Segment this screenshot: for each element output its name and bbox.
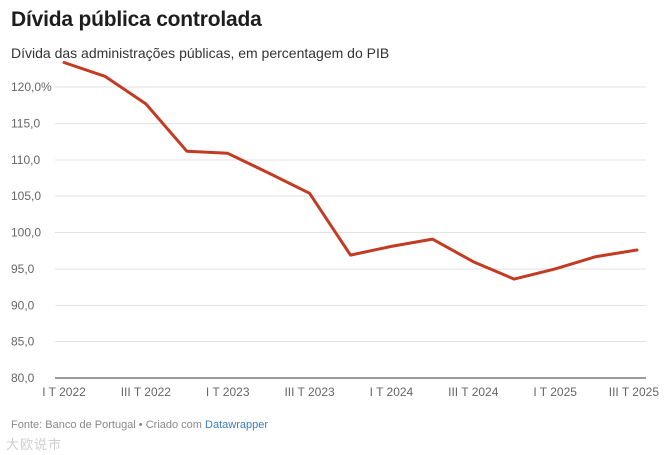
data-point — [431, 238, 434, 241]
data-point — [63, 61, 66, 64]
x-tick-label: III T 2022 — [121, 385, 172, 399]
y-tick-label: 100,0 — [11, 226, 41, 240]
data-point — [185, 150, 188, 153]
y-tick-label: 105,0 — [11, 189, 41, 203]
line-chart: 120,0% 115,0 110,0 105,0 100,0 95,0 90,0 85,0 80… — [11, 61, 660, 399]
watermark: 大欧说市 — [6, 437, 63, 452]
y-tick-label: 115,0 — [11, 117, 40, 131]
data-point — [349, 254, 352, 257]
x-tick-label: I T 2022 — [42, 385, 86, 399]
chart-title: Dívida pública controlada — [11, 8, 262, 31]
y-tick-label: 110,0 — [11, 153, 40, 167]
x-tick-label: I T 2024 — [370, 385, 414, 399]
data-point — [554, 267, 557, 270]
x-tick-label: III T 2024 — [448, 385, 499, 399]
y-tick-label: 80,0 — [11, 371, 35, 385]
source-text: Fonte: Banco de Portugal • Criado com — [11, 419, 206, 431]
data-point — [390, 245, 393, 248]
data-point — [226, 152, 229, 155]
data-point — [308, 192, 311, 195]
y-tick-label: 85,0 — [11, 335, 35, 349]
data-point — [595, 255, 598, 258]
data-point — [144, 102, 147, 105]
data-point — [513, 278, 516, 281]
data-point — [267, 171, 270, 174]
x-tick-label: III T 2025 — [609, 385, 660, 399]
series-line — [62, 61, 639, 281]
data-point — [472, 260, 475, 263]
y-tick-label: 90,0 — [11, 298, 35, 312]
datawrapper-link[interactable]: Datawrapper — [205, 419, 268, 431]
footer-source: Fonte: Banco de Portugal • Criado com Da… — [11, 419, 268, 431]
y-tick-label: 95,0 — [11, 262, 35, 276]
y-tick-label: 120,0% — [11, 80, 52, 94]
x-tick-label: I T 2023 — [206, 385, 250, 399]
data-point — [103, 75, 106, 78]
chart-subtitle: Dívida das administrações públicas, em p… — [11, 45, 390, 61]
x-tick-label: I T 2025 — [533, 385, 577, 399]
x-tick-label: III T 2023 — [284, 385, 335, 399]
data-point — [636, 249, 639, 252]
